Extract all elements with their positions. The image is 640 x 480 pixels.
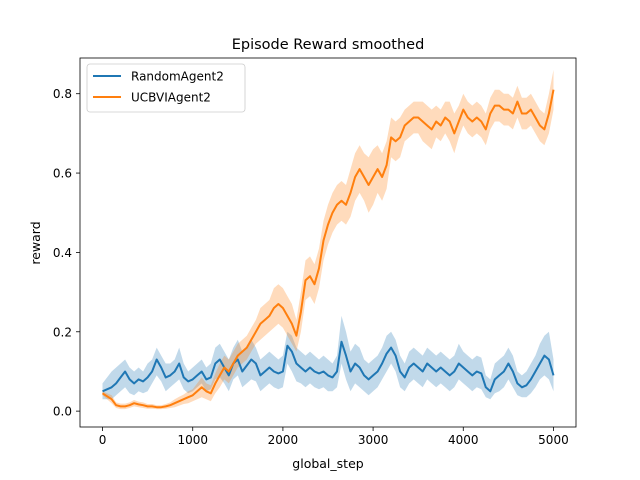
legend: RandomAgent2 UCBVIAgent2	[86, 63, 246, 113]
x-tick-label: 5000	[538, 433, 569, 447]
y-tick-label: 0.6	[53, 167, 72, 181]
x-axis-ticks: 0 1000 2000 3000 4000 5000	[99, 427, 569, 447]
x-tick-label: 4000	[448, 433, 479, 447]
x-axis-label: global_step	[292, 456, 363, 471]
randomagent2-band	[102, 315, 554, 400]
confidence-bands	[102, 69, 554, 410]
y-tick-label: 0.4	[53, 246, 72, 260]
legend-box	[86, 63, 246, 113]
x-tick-label: 1000	[177, 433, 208, 447]
randomagent2-line	[102, 340, 555, 393]
x-tick-label: 0	[99, 433, 107, 447]
y-tick-label: 0.0	[53, 405, 72, 419]
chart-title: Episode Reward smoothed	[232, 37, 425, 53]
ucbviagent2-band	[102, 69, 554, 410]
series-lines	[101, 89, 555, 409]
ucbviagent2-line	[101, 89, 555, 409]
legend-label: UCBVIAgent2	[131, 91, 211, 105]
y-tick-label: 0.8	[53, 87, 72, 101]
y-axis-ticks: 0.0 0.2 0.4 0.6 0.8	[53, 87, 80, 419]
axes-frame	[79, 57, 577, 428]
y-tick-label: 0.2	[53, 325, 72, 339]
legend-label: RandomAgent2	[131, 70, 224, 84]
x-tick-label: 3000	[358, 433, 389, 447]
x-tick-label: 2000	[268, 433, 299, 447]
y-axis-label: reward	[28, 221, 43, 264]
